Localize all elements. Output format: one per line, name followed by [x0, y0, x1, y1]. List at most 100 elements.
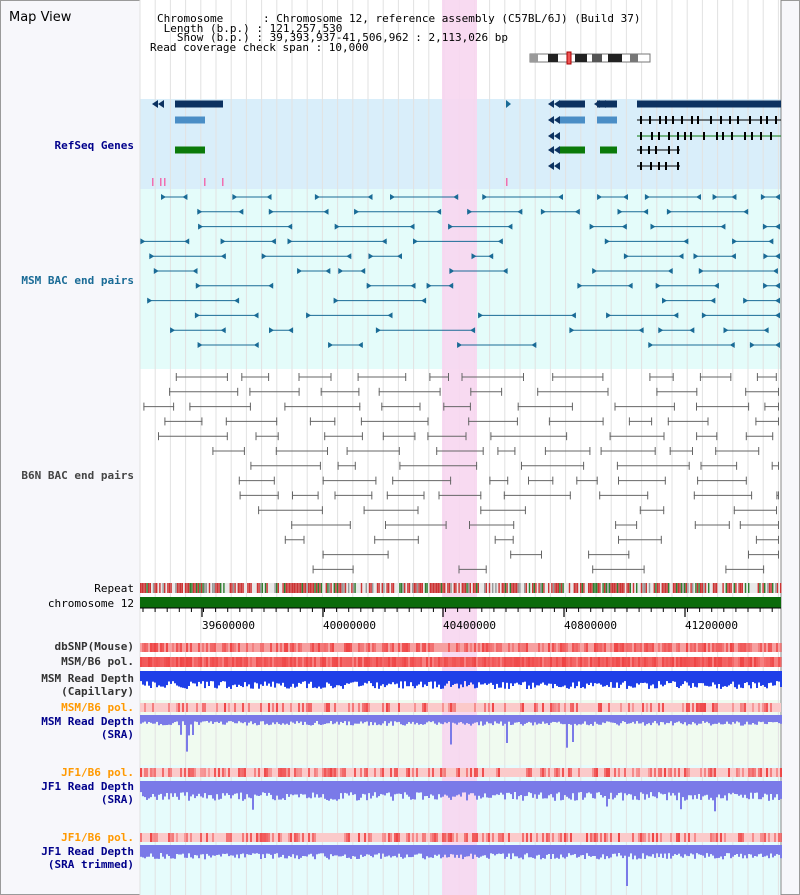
heat-cell	[406, 657, 408, 667]
msm-bac-track-label[interactable]: MSM BAC end pairs	[21, 274, 134, 287]
depth-bar	[434, 715, 436, 724]
heat-cell	[212, 643, 214, 652]
b6n-bac-track-label[interactable]: B6N BAC end pairs	[21, 469, 134, 482]
refseq-track-label[interactable]: RefSeq Genes	[54, 139, 134, 152]
depth-bar	[198, 671, 200, 682]
depth-bar	[696, 715, 698, 726]
msm-pol-label-2[interactable]: MSM/B6 pol.	[61, 701, 134, 714]
heat-cell	[536, 657, 538, 667]
depth-bar	[596, 845, 598, 859]
jf1-depth-sra-label-1[interactable]: JF1 Read Depth	[41, 780, 134, 793]
heat-cell	[328, 768, 330, 777]
repeat-block	[623, 583, 625, 593]
chromosome-ideogram[interactable]	[529, 51, 651, 65]
depth-bar	[644, 845, 646, 859]
depth-bar	[438, 845, 440, 855]
msm-pair-end	[409, 223, 415, 230]
depth-bar	[712, 671, 714, 683]
heat-cell	[498, 833, 500, 842]
heat-cell	[450, 833, 452, 842]
heat-cell	[204, 768, 206, 777]
msm-pol-label-1[interactable]: MSM/B6 pol.	[61, 655, 134, 668]
heat-cell	[694, 643, 696, 652]
msm-depth-sra-label-1[interactable]: MSM Read Depth	[41, 715, 134, 728]
repeat-block	[320, 583, 323, 593]
heat-cell	[524, 657, 526, 667]
dbsnp-label[interactable]: dbSNP(Mouse)	[54, 640, 134, 653]
depth-bar	[692, 781, 694, 800]
depth-bar	[602, 845, 604, 855]
repeat-block	[288, 583, 291, 593]
depth-bar	[392, 671, 394, 683]
repeat-block	[605, 583, 607, 593]
depth-bar	[610, 781, 612, 793]
b6n-pair-end	[778, 461, 779, 470]
heat-cell	[604, 643, 606, 652]
msm-pair-end	[314, 194, 320, 200]
b6n-pair-end	[755, 535, 757, 544]
msm-pair-end	[220, 327, 226, 334]
repeat-block	[234, 583, 236, 593]
depth-bar	[562, 845, 564, 858]
depth-bar	[534, 845, 536, 859]
repeat-block	[202, 583, 204, 593]
depth-bar	[726, 845, 728, 854]
repeat-block	[488, 583, 491, 593]
depth-bar	[402, 781, 404, 799]
depth-bar	[464, 715, 466, 725]
repeat-block	[656, 583, 659, 593]
gene-exon	[659, 116, 661, 124]
heat-cell	[176, 657, 178, 667]
depth-bar	[512, 845, 514, 854]
depth-bar	[548, 781, 550, 796]
depth-bar	[174, 671, 176, 684]
gene-exon	[651, 132, 653, 140]
depth-bar	[158, 781, 160, 795]
heat-cell	[570, 657, 572, 667]
heat-cell	[606, 833, 608, 842]
b6n-pair-end	[361, 432, 363, 441]
depth-bar	[648, 671, 650, 689]
depth-bar	[634, 781, 636, 797]
heat-cell	[408, 833, 410, 842]
heat-cell	[314, 643, 316, 652]
depth-bar	[674, 671, 676, 682]
depth-bar	[356, 715, 358, 724]
heat-cell	[260, 703, 262, 712]
depth-bar	[766, 781, 768, 795]
repeat-block	[341, 583, 343, 593]
depth-bar	[150, 715, 152, 723]
heat-cell	[172, 833, 174, 842]
b6n-pair-end	[715, 447, 717, 455]
repeat-block	[607, 583, 609, 593]
heat-cell	[606, 768, 608, 777]
heat-cell	[382, 833, 384, 842]
depth-bar	[388, 845, 390, 856]
depth-bar	[470, 671, 472, 683]
depth-bar	[458, 715, 460, 723]
jf1-depth-trim-label-1[interactable]: JF1 Read Depth	[41, 845, 134, 858]
depth-bar	[696, 845, 698, 854]
info-coverage: Read coverage check span : 10,000	[150, 41, 369, 54]
depth-bar	[254, 781, 256, 795]
refseq-gene-features[interactable]	[152, 100, 781, 186]
depth-bar	[650, 671, 652, 686]
msm-pair-end	[775, 312, 780, 319]
depth-bar	[724, 715, 726, 724]
heat-cell	[334, 768, 336, 777]
msm-depth-cap-label-1[interactable]: MSM Read Depth	[41, 672, 134, 685]
heat-cell	[632, 703, 634, 712]
jf1-pol-label-1[interactable]: JF1/B6 pol.	[61, 766, 134, 779]
depth-bar	[376, 671, 378, 683]
msm-bac-pairs[interactable]	[140, 194, 780, 348]
depth-bar	[236, 845, 238, 855]
depth-bar	[178, 671, 180, 687]
b6n-pair-end	[692, 447, 693, 455]
jf1-pol-label-2[interactable]: JF1/B6 pol.	[61, 831, 134, 844]
depth-bar	[376, 715, 378, 726]
b6n-bac-pairs[interactable]	[143, 373, 779, 574]
repeat-block	[295, 583, 297, 593]
depth-bar	[382, 781, 384, 795]
heat-cell	[388, 657, 390, 667]
repeat-block	[466, 583, 468, 593]
